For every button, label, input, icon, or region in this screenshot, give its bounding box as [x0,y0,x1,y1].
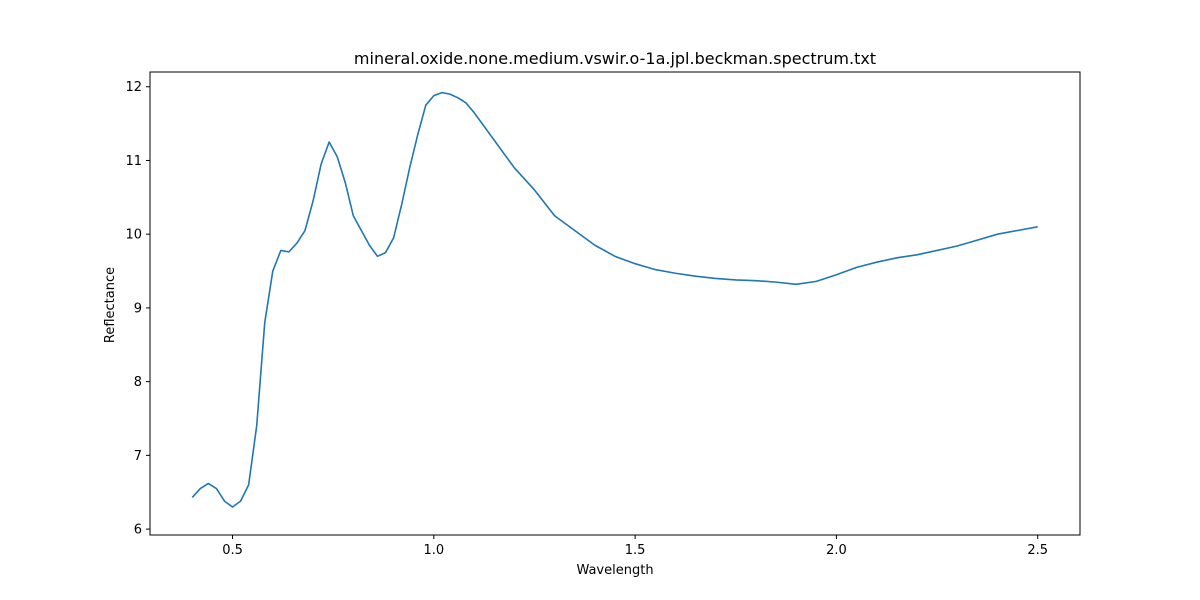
y-axis-label: Reflectance [103,267,118,343]
spectrum-line [191,91,1038,508]
y-tick-label: 8 [134,375,142,390]
y-tick-label: 12 [125,80,142,95]
y-tick-label: 10 [125,228,142,243]
plot-frame [149,71,1081,536]
x-tick-label: 2.5 [1027,543,1048,558]
plot-area: 0.5 1.0 1.5 2.0 2.5 6 7 8 9 10 11 12 [125,71,1081,558]
x-tick-label: 1.0 [423,543,444,558]
chart-title: mineral.oxide.none.medium.vswir.o-1a.jpl… [354,49,876,68]
y-tick-label: 11 [125,154,142,169]
x-axis-label: Wavelength [576,563,653,578]
y-tick-label: 7 [134,449,142,464]
x-tick-label: 1.5 [625,543,646,558]
y-tick-label: 9 [134,301,142,316]
x-tick-label: 2.0 [826,543,847,558]
x-tick-label: 0.5 [222,543,243,558]
y-tick-label: 6 [134,523,142,538]
